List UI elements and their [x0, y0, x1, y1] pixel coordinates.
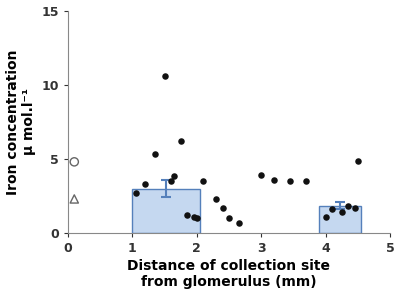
Point	[152, 152, 158, 157]
Point	[184, 212, 190, 217]
Point	[345, 203, 351, 208]
Point	[329, 206, 335, 211]
Point	[200, 179, 206, 183]
Point	[352, 206, 358, 210]
Point	[287, 179, 293, 183]
Point	[171, 173, 177, 178]
Point	[219, 206, 226, 210]
X-axis label: Distance of collection site
from glomerulus (mm): Distance of collection site from glomeru…	[128, 259, 330, 289]
Point	[236, 220, 242, 225]
Point	[168, 179, 174, 183]
Y-axis label: Iron concentration
μ mol.l⁻¹: Iron concentration μ mol.l⁻¹	[6, 49, 36, 195]
Point	[71, 160, 78, 164]
Point	[338, 210, 345, 215]
Point	[194, 216, 200, 221]
Point	[190, 214, 197, 219]
Point	[213, 196, 219, 201]
Point	[161, 73, 168, 78]
Point	[226, 216, 232, 221]
Point	[322, 214, 329, 219]
Point	[303, 179, 310, 183]
Point	[258, 173, 264, 178]
Bar	[132, 189, 200, 233]
Point	[178, 139, 184, 143]
Point	[132, 191, 139, 195]
Point	[71, 196, 78, 201]
Point	[142, 182, 148, 186]
Point	[355, 159, 361, 163]
Point	[271, 177, 277, 182]
Bar	[319, 206, 361, 233]
